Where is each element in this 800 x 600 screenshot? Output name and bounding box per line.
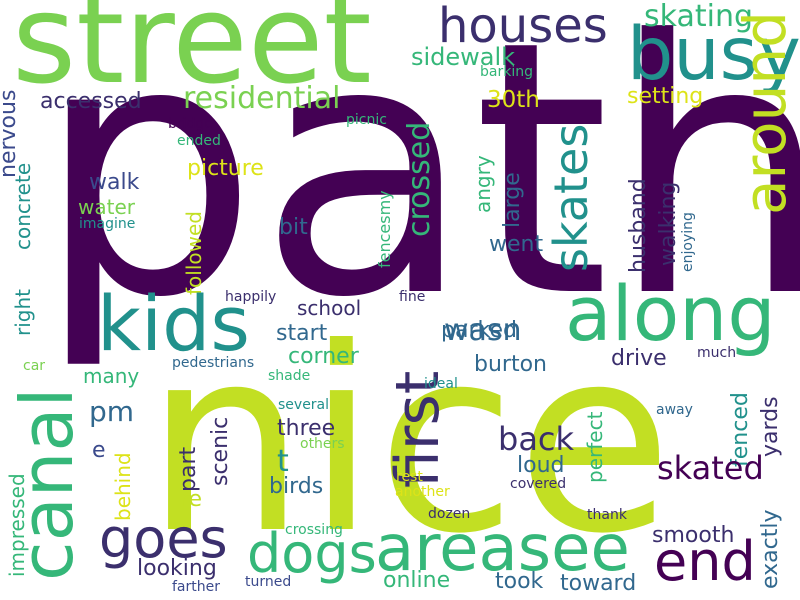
word-thank: thank xyxy=(587,507,627,523)
word-another: another xyxy=(395,484,450,500)
word-fencesmy: fencesmy xyxy=(375,190,394,268)
word-walk: walk xyxy=(89,170,140,195)
word-water: water xyxy=(78,195,135,219)
word-yards: yards xyxy=(758,396,783,457)
word-walking: walking xyxy=(656,181,681,266)
word-pedestrians: pedestrians xyxy=(172,355,255,371)
word-much: much xyxy=(697,345,737,361)
word-goes: goes xyxy=(99,507,228,570)
word-sidewalk: sidewalk xyxy=(411,43,516,71)
word-street: street xyxy=(12,0,372,112)
word-happily: happily xyxy=(225,289,277,305)
word-part: part xyxy=(176,446,201,492)
word-rest: rest xyxy=(396,469,423,485)
word-accessed: accessed xyxy=(40,89,142,114)
word-farther: farther xyxy=(172,579,220,595)
word-around: around xyxy=(731,11,799,215)
word-several: several xyxy=(278,397,330,413)
word-angry: angry xyxy=(471,155,495,213)
word-took: took xyxy=(495,569,544,594)
word-shade: shade xyxy=(268,368,311,384)
word-crossing: crossing xyxy=(285,522,343,538)
word-areasee: areasee xyxy=(375,512,630,586)
word-corner: corner xyxy=(288,344,359,369)
word-loud: loud xyxy=(517,453,565,478)
word-dogs: dogs xyxy=(247,522,377,585)
word-picnic: picnic xyxy=(346,112,387,128)
word-e: e xyxy=(92,438,106,463)
word-end: end xyxy=(654,530,756,593)
word-right: right xyxy=(11,289,35,336)
word-drive: drive xyxy=(611,346,667,371)
word-skated: skated xyxy=(657,449,764,487)
word-car: car xyxy=(23,358,46,374)
word-parked: parked xyxy=(441,318,517,343)
word-nice: nice xyxy=(145,293,673,589)
word-residential: residential xyxy=(183,81,341,116)
word-bit: bit xyxy=(279,215,308,240)
word-enjoying: enjoying xyxy=(680,212,696,272)
word-smooth: smooth xyxy=(652,523,735,548)
word-away: away xyxy=(656,402,693,418)
word-online: online xyxy=(383,568,451,593)
word-exactly: exactly xyxy=(758,509,783,589)
word-perfect: perfect xyxy=(583,411,607,483)
word-skating: skating xyxy=(644,0,754,34)
word-bridge: bridge xyxy=(168,116,213,132)
word-30th: 30th xyxy=(487,87,540,113)
word-went: went xyxy=(489,232,544,257)
word-birds: birds xyxy=(269,474,324,499)
word-re: re xyxy=(180,487,203,512)
word-burton: burton xyxy=(474,352,547,377)
word-large: large xyxy=(500,172,525,228)
word-concrete: concrete xyxy=(11,162,35,250)
word-skates: skates xyxy=(544,123,598,272)
word-toward: toward xyxy=(560,571,637,596)
word-covered: covered xyxy=(510,476,567,492)
word-setting: setting xyxy=(627,84,704,109)
word-others: others xyxy=(300,436,345,452)
word-many: many xyxy=(83,364,140,388)
word-houses: houses xyxy=(438,0,608,54)
word-along: along xyxy=(565,269,776,358)
word-turned: turned xyxy=(245,574,292,590)
word-scenic: scenic xyxy=(208,416,233,486)
word-start: start xyxy=(276,321,328,346)
word-back: back xyxy=(498,420,575,458)
word-husband: husband xyxy=(626,178,651,273)
word-looking: looking xyxy=(137,556,217,581)
word-busy: busy xyxy=(627,12,800,97)
word-crossed: crossed xyxy=(402,121,437,237)
word-t: t xyxy=(277,444,289,479)
word-fine: fine xyxy=(399,289,426,305)
word-dozen: dozen xyxy=(428,506,471,522)
word-ideal: ideal xyxy=(424,376,458,392)
word-three: three xyxy=(277,416,336,441)
word-impressed: impressed xyxy=(5,473,29,577)
word-wasn: wasn xyxy=(444,313,522,348)
word-path: path xyxy=(36,0,800,374)
word-picture: picture xyxy=(187,156,264,181)
word-kids: kids xyxy=(97,279,250,368)
word-ended: ended xyxy=(177,133,221,149)
word-school: school xyxy=(297,296,362,320)
word-pm: pm xyxy=(89,395,135,428)
word-barking: barking xyxy=(480,64,533,80)
word-imagine: imagine xyxy=(79,216,136,232)
